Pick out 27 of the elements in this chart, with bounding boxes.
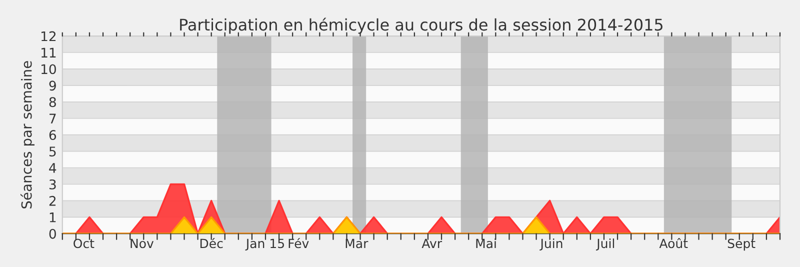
y-tick-label: 5 <box>49 146 56 156</box>
y-tick-label: 2 <box>49 196 56 206</box>
x-tick-label: Avr <box>422 238 442 248</box>
x-tick-label: Juin <box>540 238 562 250</box>
y-axis-title: Séances par semaine <box>20 61 34 208</box>
x-tick-label: Oct <box>74 238 94 248</box>
y-tick-label: 11 <box>42 48 56 58</box>
y-tick-label: 12 <box>42 31 56 42</box>
y-tick-label: 0 <box>49 228 56 239</box>
y-tick-label: 9 <box>49 80 56 91</box>
y-tick-label: 7 <box>50 114 56 124</box>
y-tick-label: 1 <box>50 212 56 222</box>
y-tick-label: 8 <box>49 97 56 108</box>
x-tick-label: Juil <box>596 238 614 250</box>
y-tick-label: 10 <box>42 64 56 74</box>
x-tick-label: Sept <box>728 238 756 251</box>
y-tick-label: 6 <box>49 130 56 140</box>
x-tick-label: Jan 15 <box>245 238 284 250</box>
y-tick-label: 4 <box>49 163 56 173</box>
x-tick-label: Fév <box>288 238 309 248</box>
x-tick-label: Août <box>659 238 688 248</box>
x-tick-label: Mai <box>476 238 496 248</box>
x-tick-label: Mar <box>346 238 368 248</box>
x-tick-label: Déc <box>200 238 223 248</box>
x-tick-label: Nov <box>130 238 154 248</box>
chart-title: Participation en hémicycle au cours de la session 2014-2015 <box>180 18 662 34</box>
y-tick-label: 3 <box>49 179 56 190</box>
